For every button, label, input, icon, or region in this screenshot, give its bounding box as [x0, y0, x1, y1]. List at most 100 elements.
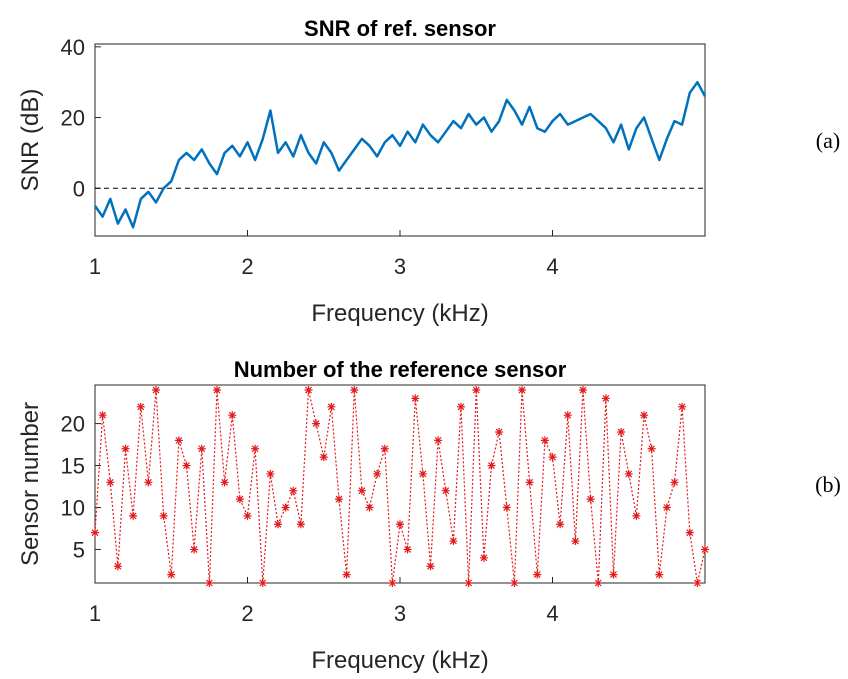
y-tick-label: 15 — [61, 454, 85, 479]
data-point — [601, 394, 610, 403]
data-point — [518, 386, 526, 395]
data-point — [380, 444, 389, 453]
data-point — [632, 511, 641, 520]
x-tick-label: 3 — [394, 601, 406, 626]
data-point — [411, 394, 420, 403]
data-point — [525, 478, 534, 487]
data-point — [205, 579, 214, 587]
plot-area — [94, 43, 706, 237]
data-point — [350, 386, 359, 395]
data-point — [701, 545, 709, 554]
x-tick-label: 2 — [241, 601, 253, 626]
data-point — [624, 469, 633, 478]
data-point — [251, 444, 260, 453]
data-point — [609, 570, 618, 579]
data-point — [571, 537, 580, 546]
y-tick-label: 0 — [73, 176, 85, 201]
data-point — [243, 511, 252, 520]
x-tick-label: 1 — [89, 601, 101, 626]
data-point — [266, 469, 275, 478]
x-axis-label: Frequency (kHz) — [311, 647, 488, 674]
data-point — [365, 503, 374, 512]
chart-title: SNR of ref. sensor — [304, 16, 496, 41]
data-point — [197, 444, 206, 453]
data-point — [670, 478, 679, 487]
data-point — [342, 570, 351, 579]
data-point — [220, 478, 229, 487]
data-point — [418, 469, 427, 478]
data-point — [487, 461, 496, 470]
data-point — [548, 453, 557, 462]
data-point — [174, 436, 183, 445]
data-point — [281, 503, 290, 512]
data-point — [647, 444, 656, 453]
data-point — [296, 520, 305, 529]
data-point — [464, 579, 473, 587]
data-point — [640, 411, 648, 420]
data-point — [693, 579, 702, 587]
data-point — [495, 427, 504, 436]
chart-title: Number of the reference sensor — [234, 357, 567, 382]
data-point — [678, 402, 687, 411]
plot-area — [94, 384, 706, 584]
data-point — [91, 528, 99, 537]
data-point — [136, 402, 145, 411]
data-point — [472, 386, 481, 395]
data-point — [586, 495, 595, 504]
data-point — [388, 579, 397, 587]
data-point — [510, 579, 519, 587]
data-point — [152, 386, 160, 395]
y-tick-label: 5 — [73, 537, 85, 562]
data-point — [617, 427, 626, 436]
data-point — [594, 579, 603, 587]
data-point — [190, 545, 199, 554]
data-point — [274, 520, 282, 529]
data-point — [403, 545, 412, 554]
data-point — [457, 402, 465, 411]
data-point — [434, 436, 443, 445]
data-point — [167, 570, 176, 579]
data-point — [373, 469, 382, 478]
data-point — [327, 402, 336, 411]
x-axis-label: Frequency (kHz) — [311, 300, 488, 327]
data-point — [319, 453, 328, 462]
x-tick-label: 2 — [241, 254, 253, 279]
y-axis-label: Sensor number — [17, 402, 44, 566]
data-point — [304, 386, 313, 395]
data-point — [357, 486, 366, 495]
data-point — [159, 511, 168, 520]
y-axis-label: SNR (dB) — [17, 89, 44, 192]
data-point — [258, 579, 267, 587]
data-point — [479, 553, 488, 562]
y-tick-label: 40 — [61, 35, 85, 60]
y-tick-label: 10 — [61, 495, 85, 520]
data-point — [129, 511, 138, 520]
data-point — [449, 537, 458, 546]
x-tick-label: 3 — [394, 254, 406, 279]
x-tick-label: 1 — [89, 254, 101, 279]
data-point — [502, 503, 511, 512]
data-point — [144, 478, 153, 487]
data-point — [685, 528, 694, 537]
data-point — [289, 486, 298, 495]
x-tick-label: 4 — [546, 254, 558, 279]
data-point — [106, 478, 115, 487]
data-point — [426, 562, 435, 571]
data-point — [98, 411, 107, 420]
data-point — [540, 436, 549, 445]
data-point — [655, 570, 664, 579]
data-line — [93, 80, 707, 229]
y-tick-label: 20 — [61, 412, 85, 437]
panel-label: (b) — [815, 472, 841, 497]
data-point — [312, 419, 321, 428]
panel-label: (a) — [816, 128, 840, 153]
data-point — [228, 411, 237, 420]
data-point — [441, 486, 450, 495]
data-point — [396, 520, 404, 529]
data-point — [563, 411, 572, 420]
y-tick-label: 20 — [61, 106, 85, 131]
data-point — [335, 495, 343, 504]
data-point — [533, 570, 542, 579]
data-point — [235, 495, 244, 504]
